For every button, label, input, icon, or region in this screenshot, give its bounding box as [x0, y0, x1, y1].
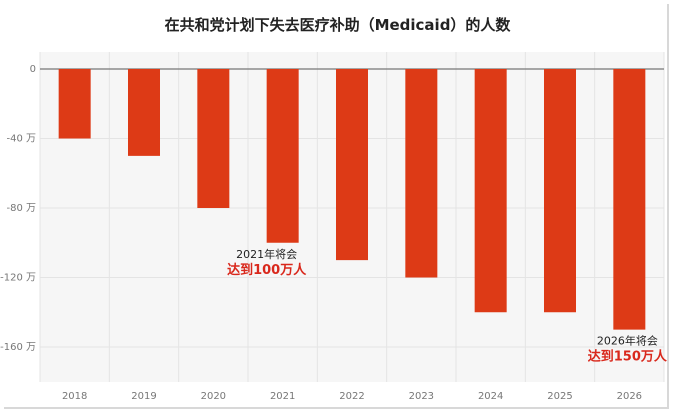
bar	[405, 69, 438, 278]
bar	[613, 69, 646, 330]
y-tick-label: 0	[30, 64, 36, 75]
chart-title: 在共和党计划下失去医疗补助（Medicaid）的人数	[164, 16, 511, 34]
bar	[474, 69, 507, 313]
annotation-line1: 2026年将会	[597, 334, 658, 348]
x-tick-label: 2022	[339, 391, 364, 402]
annotation-line2: 达到150万人	[588, 349, 668, 365]
y-tick-label: -40 万	[6, 134, 36, 145]
x-tick-label: 2019	[131, 391, 156, 402]
x-tick-label: 2023	[409, 391, 434, 402]
bar	[58, 69, 91, 139]
x-tick-label: 2025	[547, 391, 572, 402]
x-tick-label: 2026	[617, 391, 642, 402]
y-tick-label: -120 万	[0, 273, 36, 284]
x-tick-label: 2020	[201, 391, 226, 402]
bar	[197, 69, 230, 208]
bar	[266, 69, 299, 243]
bar	[128, 69, 160, 156]
annotation-line2: 达到100万人	[227, 262, 307, 278]
bar	[336, 69, 368, 261]
x-tick-label: 2021	[270, 391, 295, 402]
x-tick-label: 2018	[62, 391, 87, 402]
y-tick-label: -160 万	[0, 342, 36, 353]
y-tick-label: -80 万	[6, 203, 36, 214]
annotation-line1: 2021年将会	[236, 247, 297, 261]
bar	[544, 69, 576, 313]
x-tick-label: 2024	[478, 391, 503, 402]
